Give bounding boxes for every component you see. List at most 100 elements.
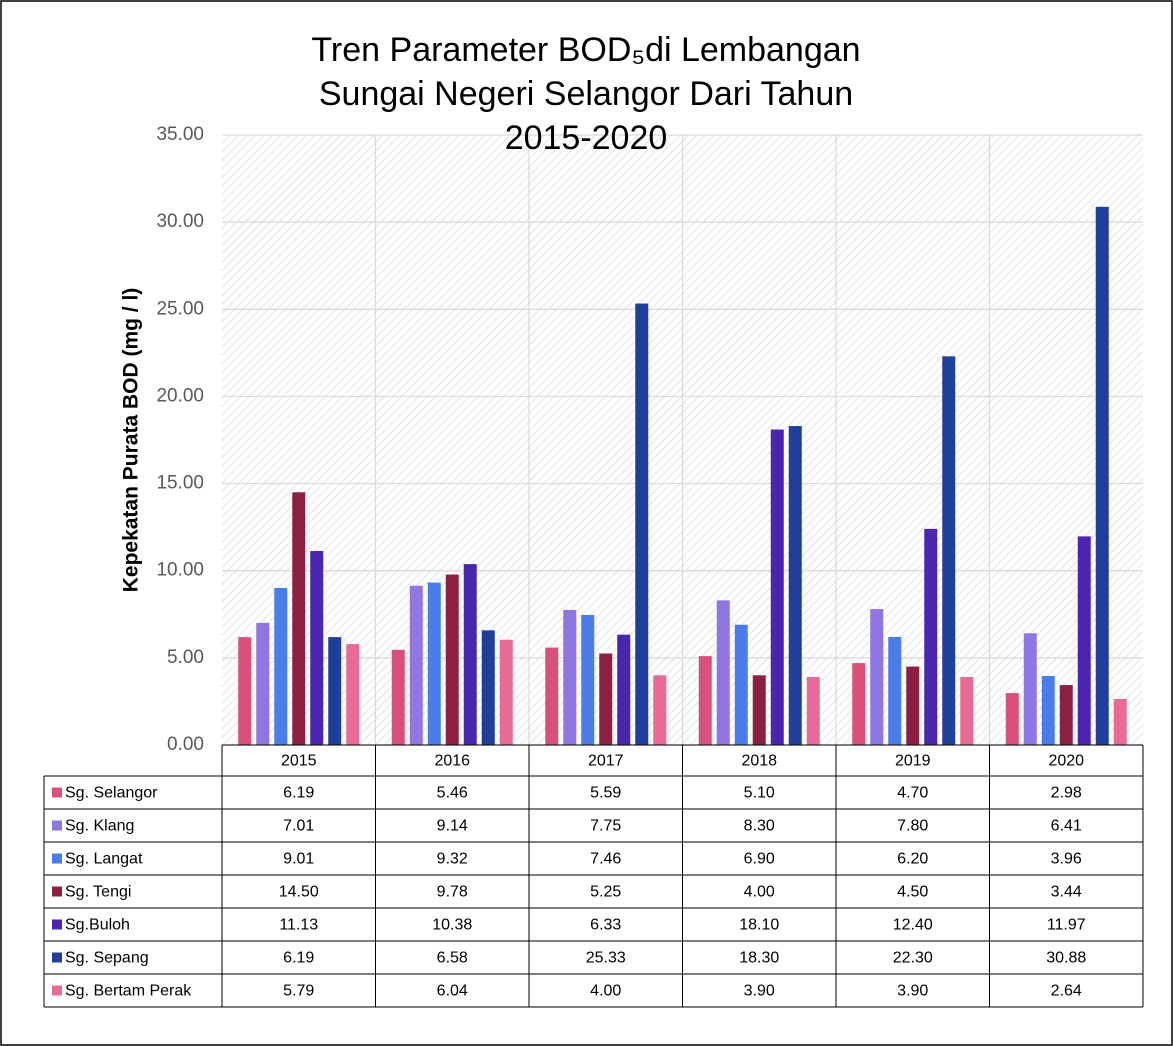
- bar: [716, 600, 730, 745]
- table-value: 5.25: [590, 884, 621, 901]
- x-tick-label: 2016: [434, 753, 470, 770]
- legend-label: Sg. Langat: [65, 851, 143, 868]
- table-value: 6.04: [437, 983, 468, 1000]
- table-value: 3.44: [1051, 884, 1082, 901]
- table-value: 11.13: [279, 917, 318, 934]
- table-value: 3.96: [1051, 851, 1082, 868]
- bar: [310, 551, 324, 745]
- table-value: 7.46: [590, 851, 621, 868]
- bar: [734, 624, 748, 745]
- legend-label: Sg. Bertam Perak: [65, 983, 192, 1000]
- bar: [635, 303, 649, 745]
- bar: [292, 492, 306, 745]
- table-value: 11.97: [1047, 917, 1086, 934]
- table-value: 3.90: [744, 983, 775, 1000]
- table-value: 18.10: [739, 917, 779, 934]
- y-tick-label: 35.00: [156, 124, 204, 145]
- bar: [1095, 206, 1109, 745]
- bar: [599, 653, 613, 745]
- bar: [481, 630, 495, 745]
- x-tick-label: 2015: [281, 753, 317, 770]
- bar: [238, 637, 252, 745]
- bar: [1005, 693, 1019, 745]
- legend-swatch: [52, 952, 62, 963]
- table-value: 9.78: [437, 884, 468, 901]
- bar: [617, 634, 631, 745]
- table-value: 4.00: [744, 884, 775, 901]
- bar: [1077, 536, 1091, 745]
- table-value: 4.00: [590, 983, 621, 1000]
- bar: [888, 636, 902, 745]
- y-tick-label: 0.00: [167, 734, 204, 755]
- table-value: 4.70: [897, 785, 928, 802]
- legend-label: Sg.Buloh: [65, 917, 130, 934]
- y-tick-label: 10.00: [156, 560, 204, 581]
- y-axis-label: Kepekatan Purata BOD (mg / l): [120, 288, 143, 593]
- legend-swatch: [52, 919, 62, 930]
- bar: [545, 647, 559, 745]
- table-value: 5.46: [437, 785, 468, 802]
- bar: [870, 609, 884, 745]
- table-value: 6.19: [283, 950, 314, 967]
- bar: [1113, 698, 1127, 745]
- y-tick-label: 20.00: [156, 385, 204, 406]
- table-value: 2.64: [1051, 983, 1082, 1000]
- bar: [942, 356, 956, 745]
- bar: [409, 585, 423, 745]
- bar: [391, 649, 405, 745]
- bar: [1059, 685, 1073, 745]
- legend-label: Sg. Tengi: [65, 884, 131, 901]
- bar: [274, 587, 288, 745]
- legend-label: Sg. Selangor: [65, 785, 158, 802]
- legend-swatch: [52, 820, 62, 831]
- bar: [698, 656, 712, 745]
- table-value: 10.38: [432, 917, 472, 934]
- bar: [427, 582, 441, 745]
- y-tick-label: 15.00: [156, 473, 204, 494]
- table-value: 5.79: [283, 983, 314, 1000]
- table-value: 25.33: [586, 950, 626, 967]
- table-value: 30.88: [1046, 950, 1086, 967]
- legend-swatch: [52, 985, 62, 996]
- table-value: 7.75: [590, 818, 621, 835]
- table-value: 6.90: [744, 851, 775, 868]
- table-value: 4.50: [897, 884, 928, 901]
- x-tick-label: 2018: [741, 753, 777, 770]
- x-tick-label: 2019: [895, 753, 931, 770]
- legend-label: Sg. Sepang: [65, 950, 149, 967]
- legend-label: Sg. Klang: [65, 818, 134, 835]
- table-value: 6.41: [1051, 818, 1082, 835]
- x-tick-label: 2017: [588, 753, 624, 770]
- bar: [806, 677, 820, 745]
- bar: [960, 677, 974, 745]
- table-value: 5.10: [744, 785, 775, 802]
- bar: [752, 675, 766, 745]
- table-value: 6.20: [897, 851, 928, 868]
- y-tick-label: 30.00: [156, 211, 204, 232]
- table-value: 18.30: [739, 950, 779, 967]
- table-value: 22.30: [893, 950, 933, 967]
- table-value: 5.59: [590, 785, 621, 802]
- table-value: 2.98: [1051, 785, 1082, 802]
- legend-swatch: [52, 787, 62, 798]
- bar: [445, 574, 459, 745]
- bar: [924, 528, 938, 745]
- table-value: 6.58: [437, 950, 468, 967]
- bar: [906, 666, 920, 745]
- y-tick-label: 5.00: [167, 647, 204, 668]
- chart-title: Tren Parameter BOD₅di Lembangan Sungai N…: [311, 31, 861, 157]
- table-value: 7.80: [897, 818, 928, 835]
- legend-swatch: [52, 886, 62, 897]
- bar: [563, 609, 577, 745]
- table-value: 6.19: [283, 785, 314, 802]
- bar: [328, 637, 342, 745]
- legend-swatch: [52, 853, 62, 864]
- bar: [499, 639, 513, 745]
- bar: [653, 675, 667, 745]
- table-value: 9.32: [437, 851, 468, 868]
- table-value: 8.30: [744, 818, 775, 835]
- table-value: 9.01: [283, 851, 314, 868]
- bar: [346, 644, 360, 745]
